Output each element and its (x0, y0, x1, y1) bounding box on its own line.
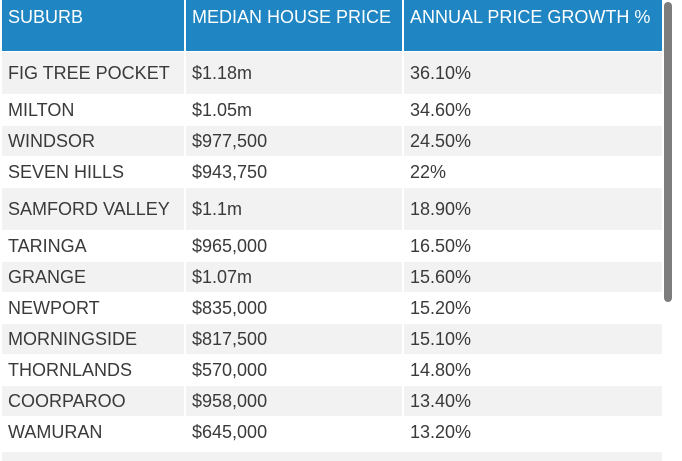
table-row: WINDSOR $977,500 24.50% (2, 125, 662, 156)
cell-suburb: TARINGA (2, 230, 186, 261)
cell-suburb: SEVEN HILLS (2, 156, 186, 187)
cell-growth: 15.20% (404, 292, 662, 323)
cell-suburb: MILTON (2, 94, 186, 125)
table-row: WAMURAN $645,000 13.20% (2, 416, 662, 447)
table-row: TARINGA $965,000 16.50% (2, 230, 662, 261)
cell-growth: 22% (404, 156, 662, 187)
cell-growth: 34.60% (404, 94, 662, 125)
cell-price: $977,500 (186, 125, 404, 156)
cell-suburb: THORNLANDS (2, 354, 186, 385)
cell-growth: 15.10% (404, 323, 662, 354)
cell-suburb: WINDSOR (2, 125, 186, 156)
table-row: THORNLANDS $570,000 14.80% (2, 354, 662, 385)
cell-suburb: MORNINGSIDE (2, 323, 186, 354)
table-row: NEWPORT $835,000 15.20% (2, 292, 662, 323)
table-row: FIG TREE POCKET $1.18m 36.10% (2, 51, 662, 94)
cell-growth: 16.50% (404, 230, 662, 261)
cell-growth: 18.90% (404, 187, 662, 230)
table-row: MILTON $1.05m 34.60% (2, 94, 662, 125)
cell-suburb: COORPAROO (2, 385, 186, 416)
cell-price: $1.1m (186, 187, 404, 230)
cell-price: $958,000 (186, 385, 404, 416)
suburb-price-growth-table: SUBURB MEDIAN HOUSE PRICE ANNUAL PRICE G… (2, 0, 662, 447)
cell-suburb: SAMFORD VALLEY (2, 187, 186, 230)
table-row: SAMFORD VALLEY $1.1m 18.90% (2, 187, 662, 230)
cell-price: $645,000 (186, 416, 404, 447)
cell-price: $835,000 (186, 292, 404, 323)
vertical-scrollbar[interactable] (664, 0, 672, 461)
cell-price: $1.05m (186, 94, 404, 125)
cell-growth: 36.10% (404, 51, 662, 94)
cell-price: $943,750 (186, 156, 404, 187)
table-row: GRANGE $1.07m 15.60% (2, 261, 662, 292)
cell-suburb: FIG TREE POCKET (2, 51, 186, 94)
cell-price: $570,000 (186, 354, 404, 385)
cell-growth: 24.50% (404, 125, 662, 156)
cell-growth: 14.80% (404, 354, 662, 385)
cell-suburb: NEWPORT (2, 292, 186, 323)
cell-price: $817,500 (186, 323, 404, 354)
header-annual-price-growth: ANNUAL PRICE GROWTH % (404, 0, 662, 51)
cell-suburb: WAMURAN (2, 416, 186, 447)
cell-price: $1.07m (186, 261, 404, 292)
cell-growth: 13.40% (404, 385, 662, 416)
table-header-row: SUBURB MEDIAN HOUSE PRICE ANNUAL PRICE G… (2, 0, 662, 51)
header-median-house-price: MEDIAN HOUSE PRICE (186, 0, 404, 51)
cell-suburb: GRANGE (2, 261, 186, 292)
cell-price: $965,000 (186, 230, 404, 261)
cell-growth: 13.20% (404, 416, 662, 447)
table-row: MORNINGSIDE $817,500 15.10% (2, 323, 662, 354)
table-row: COORPAROO $958,000 13.40% (2, 385, 662, 416)
scrollbar-thumb[interactable] (664, 2, 672, 302)
table-row: SEVEN HILLS $943,750 22% (2, 156, 662, 187)
cell-price: $1.18m (186, 51, 404, 94)
table-row-partially-visible (2, 452, 662, 461)
cell-growth: 15.60% (404, 261, 662, 292)
header-suburb: SUBURB (2, 0, 186, 51)
